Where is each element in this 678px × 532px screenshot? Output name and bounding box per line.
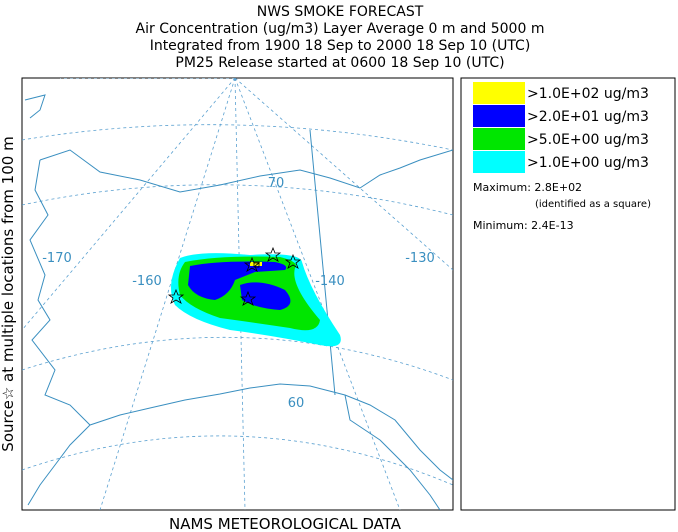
title: NWS SMOKE FORECAST <box>257 4 424 20</box>
subtitle: Air Concentration (ug/m3) Layer Average … <box>136 21 545 37</box>
sources <box>167 246 302 306</box>
grid-label: -160 <box>132 274 162 289</box>
legend-label: >5.0E+00 ug/m3 <box>527 132 649 148</box>
grid-label: 60 <box>288 396 305 411</box>
legend-label: >1.0E+02 ug/m3 <box>527 86 649 102</box>
legend-swatch <box>473 151 525 173</box>
grid-label: -130 <box>405 251 435 266</box>
legend-note: (identified as a square) <box>535 199 651 210</box>
graticule <box>22 78 453 510</box>
legend-maximum: Maximum: 2.8E+02 <box>473 181 582 194</box>
grid-label: 70 <box>268 176 285 191</box>
legend-swatch <box>473 82 525 104</box>
legend: >1.0E+02 ug/m3 >2.0E+01 ug/m3 >5.0E+00 ug/… <box>460 77 676 511</box>
legend-label: >1.0E+00 ug/m3 <box>527 155 649 171</box>
legend-label: >2.0E+01 ug/m3 <box>527 109 649 125</box>
legend-swatch <box>473 128 525 150</box>
smoke-plume <box>171 253 341 347</box>
side-label: Source☆ at multiple locations from 100 m <box>0 136 17 451</box>
grid-label: -170 <box>42 251 72 266</box>
subtitle: PM25 Release started at 0600 18 Sep 10 (… <box>175 55 504 71</box>
footer: NAMS METEOROLOGICAL DATA <box>169 515 402 532</box>
grid-label: -140 <box>315 274 345 289</box>
map: -170 -160 -140 -130 70 60 <box>21 77 454 511</box>
legend-swatch <box>473 105 525 127</box>
contour-3 <box>188 261 291 310</box>
subtitle: Integrated from 1900 18 Sep to 2000 18 S… <box>150 38 531 54</box>
coastline <box>24 94 453 510</box>
legend-minimum: Minimum: 2.4E-13 <box>473 219 574 232</box>
